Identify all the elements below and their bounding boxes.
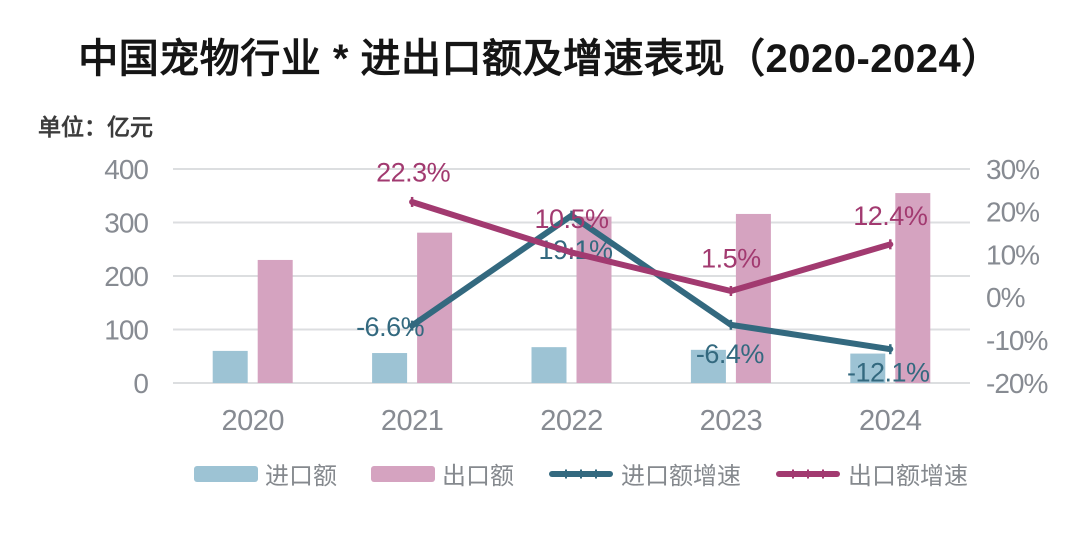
legend-line-swatch-icon bbox=[549, 469, 613, 478]
legend-item: 出口额 bbox=[371, 456, 514, 491]
data-point-label: -12.1% bbox=[847, 358, 930, 388]
legend-line-swatch-icon bbox=[776, 469, 840, 478]
bar-import bbox=[690, 349, 726, 383]
legend-item-label: 进口额增速 bbox=[621, 463, 741, 490]
bar-import bbox=[212, 350, 248, 383]
legend-item: 进口额 bbox=[194, 456, 337, 491]
legend-item-label: 出口额增速 bbox=[848, 463, 968, 490]
left-axis-tick-label: 200 bbox=[104, 261, 148, 292]
data-point-label: 22.3% bbox=[376, 157, 451, 187]
data-point-label: 10.5% bbox=[534, 204, 609, 234]
left-axis-tick-label: 0 bbox=[133, 368, 148, 399]
bar-import bbox=[850, 353, 886, 383]
x-axis-label: 2022 bbox=[540, 405, 603, 437]
left-axis-tick-label: 300 bbox=[104, 207, 148, 238]
data-point-label: -6.6% bbox=[356, 312, 425, 342]
legend-item-label: 出口额 bbox=[442, 463, 514, 490]
right-axis-tick-label: 0% bbox=[986, 282, 1025, 313]
bar-export bbox=[735, 213, 771, 383]
x-axis-label: 2020 bbox=[221, 405, 284, 437]
legend-item: 出口额增速 bbox=[775, 456, 968, 491]
bar-export bbox=[257, 259, 293, 383]
legend-item-label: 进口额 bbox=[265, 463, 337, 490]
x-axis-label: 2023 bbox=[700, 405, 763, 437]
right-axis-tick-label: 10% bbox=[986, 239, 1039, 270]
legend-item: 进口额增速 bbox=[548, 456, 741, 491]
data-point-label: 12.4% bbox=[853, 201, 928, 231]
chart-title: 中国宠物行业 * 进出口额及增速表现（2020-2024） bbox=[78, 37, 1002, 81]
legend: 进口额 出口额 进口额增速 出口额增速 bbox=[41, 456, 1080, 491]
legend-bar-swatch-icon bbox=[194, 465, 258, 482]
bar-import bbox=[372, 353, 408, 383]
right-axis-tick-label: 20% bbox=[986, 197, 1039, 228]
unit-label: 单位：亿元 bbox=[38, 114, 153, 140]
right-axis-tick-label: -10% bbox=[986, 325, 1047, 356]
left-axis-tick-label: 100 bbox=[104, 314, 148, 345]
bar-export bbox=[895, 193, 931, 383]
data-point-label: -6.4% bbox=[696, 339, 765, 369]
line-export-growth bbox=[409, 198, 894, 294]
x-axis-label: 2021 bbox=[381, 405, 444, 437]
right-axis-tick-label: 30% bbox=[986, 154, 1039, 185]
bar-import bbox=[531, 347, 567, 383]
right-axis-tick-label: -20% bbox=[986, 368, 1047, 399]
bar-export bbox=[576, 216, 612, 383]
data-point-label: 1.5% bbox=[701, 243, 761, 273]
left-axis-tick-label: 400 bbox=[104, 154, 148, 185]
x-axis-label: 2024 bbox=[859, 405, 922, 437]
legend-bar-swatch-icon bbox=[371, 465, 435, 482]
